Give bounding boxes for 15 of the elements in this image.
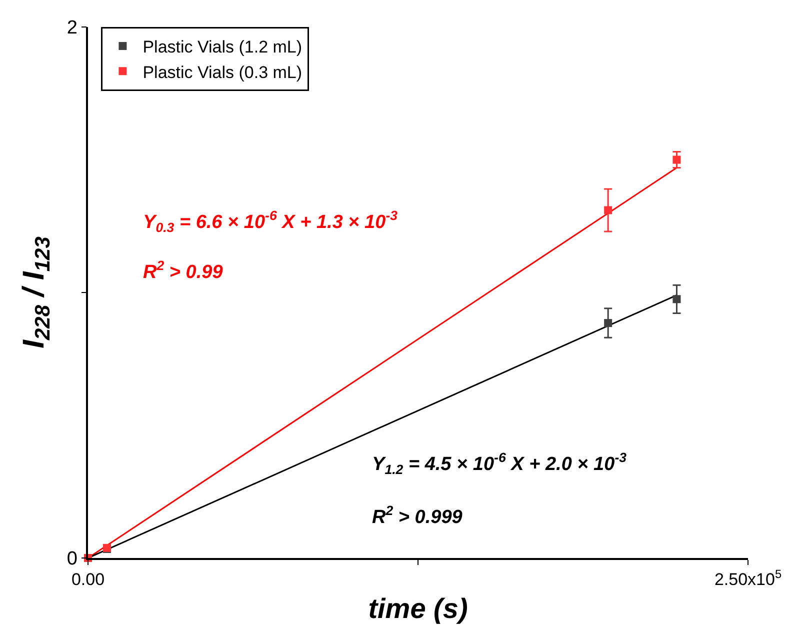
legend-label: Plastic Vials (0.3 mL): [142, 62, 302, 82]
annotation: Y$_{1.2}$ = 4.5 × 10$^{-6}$ X + 2.0 × 10$^{-3}$: [372, 450, 628, 477]
point: [604, 206, 612, 214]
x-axis-title: time (s): [368, 592, 468, 624]
annotation: R$^{2}$ > 0.999: [372, 503, 463, 528]
y-tick-label: 2: [66, 18, 78, 39]
annotation: Y$_{0.3}$ = 6.6 × 10$^{-6}$ X + 1.3 × 10$^{-3}$: [143, 208, 398, 235]
x-tick-label: 0.00: [71, 570, 105, 590]
x-tick-label: 2.50x10$^{5}$: [714, 567, 782, 590]
point: [604, 319, 612, 328]
legend-label: Plastic Vials (1.2 mL): [142, 38, 302, 57]
point: [672, 156, 681, 164]
point: [672, 295, 681, 304]
annotation: R$^{2}$ > 0.99: [143, 258, 224, 283]
y-tick-label: 0: [66, 548, 78, 570]
